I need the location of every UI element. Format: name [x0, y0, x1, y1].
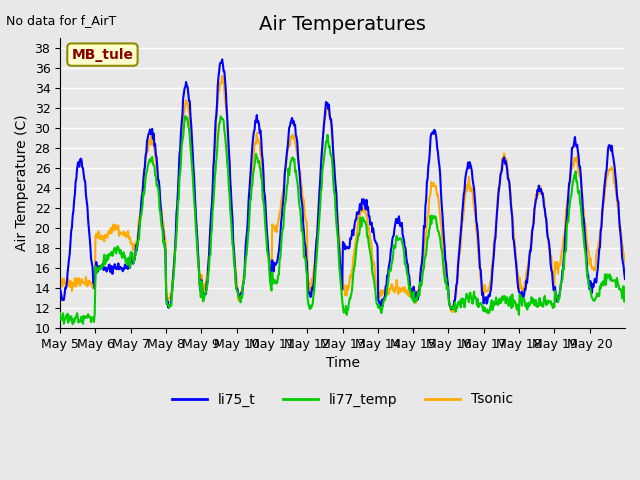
- li77_temp: [228, 228, 236, 233]
- Line: li75_t: li75_t: [60, 60, 625, 309]
- li75_t: [621, 276, 629, 282]
- li77_temp: [182, 113, 189, 119]
- Text: MB_tule: MB_tule: [72, 48, 134, 61]
- Tsonic: [123, 234, 131, 240]
- li77_temp: [277, 244, 285, 250]
- li77_temp: [621, 291, 629, 297]
- Line: li77_temp: li77_temp: [60, 116, 625, 324]
- Tsonic: [218, 73, 226, 79]
- li77_temp: [56, 311, 64, 316]
- Tsonic: [255, 140, 263, 146]
- li77_temp: [256, 165, 264, 170]
- li77_temp: [69, 321, 77, 327]
- li75_t: [276, 232, 284, 238]
- li75_t: [255, 121, 263, 127]
- Tsonic: [227, 196, 235, 202]
- Title: Air Temperatures: Air Temperatures: [259, 15, 426, 34]
- Tsonic: [433, 193, 441, 199]
- Tsonic: [402, 288, 410, 294]
- li77_temp: [434, 228, 442, 234]
- li75_t: [123, 265, 131, 271]
- X-axis label: Time: Time: [326, 356, 360, 370]
- Legend: li75_t, li77_temp, Tsonic: li75_t, li77_temp, Tsonic: [166, 387, 519, 412]
- Tsonic: [449, 309, 456, 315]
- Tsonic: [276, 209, 284, 215]
- li75_t: [227, 190, 235, 196]
- li75_t: [218, 57, 226, 62]
- li77_temp: [124, 262, 131, 268]
- Tsonic: [621, 260, 629, 265]
- li77_temp: [403, 264, 410, 270]
- Tsonic: [56, 279, 64, 285]
- Text: No data for f_AirT: No data for f_AirT: [6, 14, 116, 27]
- Y-axis label: Air Temperature (C): Air Temperature (C): [15, 115, 29, 252]
- li75_t: [447, 306, 455, 312]
- li75_t: [433, 145, 441, 151]
- Line: Tsonic: Tsonic: [60, 76, 625, 312]
- li75_t: [56, 287, 64, 292]
- li75_t: [402, 245, 410, 251]
